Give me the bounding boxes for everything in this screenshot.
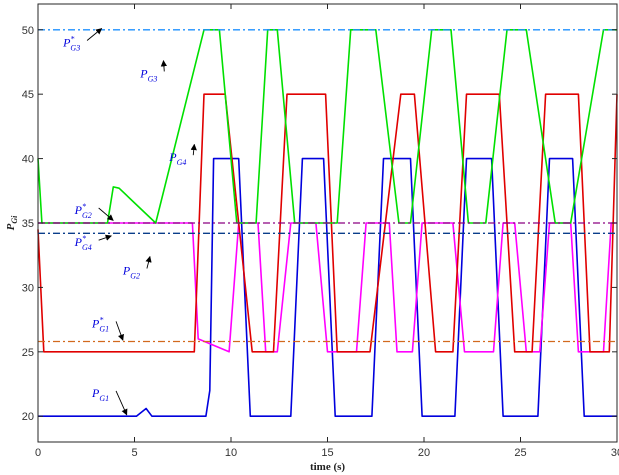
x-axis-label: time (s) — [310, 461, 345, 473]
x-tick-label: 0 — [35, 447, 41, 459]
annotation-label: P* G4 — [74, 234, 92, 252]
annotation-ref-g3: P* G3 — [62, 28, 103, 53]
series-line-g2 — [38, 222, 617, 353]
annotation-arrow — [190, 143, 197, 156]
y-axis-label: PGi — [5, 215, 19, 231]
annotation-arrow — [145, 255, 152, 269]
y-tick-label: 30 — [22, 282, 34, 294]
y-tick-label: 40 — [22, 154, 34, 166]
annotation-arrow — [98, 234, 112, 241]
series-line-g1 — [38, 157, 617, 418]
series-line-g3 — [37, 28, 617, 224]
x-tick-label: 30 — [611, 447, 619, 459]
x-tick-label: 10 — [225, 447, 237, 459]
annotation-arrow — [160, 60, 168, 72]
annotation-g1: PG1 — [91, 386, 128, 416]
annotation-label: PG1 — [91, 386, 109, 403]
annotation-arrow — [86, 28, 103, 41]
annotation-arrow — [115, 390, 128, 416]
series-line-g4 — [37, 93, 618, 353]
annotation-label: P* G3 — [62, 35, 80, 53]
y-tick-label: 25 — [22, 347, 34, 359]
annotation-label: PG2 — [122, 264, 140, 281]
annotation-ref-g2: P* G2 — [74, 202, 114, 221]
y-tick-label: 20 — [22, 411, 34, 423]
x-tick-label: 5 — [131, 447, 137, 459]
annotation-arrow — [115, 321, 124, 341]
y-tick-label: 50 — [22, 25, 34, 37]
annotation-ref-g1: P* G1 — [91, 315, 124, 341]
annotation-label: PG4 — [168, 150, 186, 167]
y-tick-label: 45 — [22, 89, 34, 101]
annotation-arrow — [98, 207, 114, 221]
annotation-label: PG3 — [139, 66, 157, 83]
x-tick-label: 20 — [418, 447, 430, 459]
annotation-g3: PG3 — [139, 60, 168, 83]
annotation-ref-g4: P* G4 — [74, 234, 112, 252]
annotation-g4: PG4 — [168, 143, 197, 167]
annotation-g2: PG2 — [122, 255, 152, 281]
annotation-label: P* G2 — [74, 202, 92, 220]
x-tick-label: 15 — [321, 447, 333, 459]
x-tick-label: 25 — [514, 447, 526, 459]
y-tick-label: 35 — [22, 218, 34, 230]
annotation-label: P* G1 — [91, 315, 109, 333]
